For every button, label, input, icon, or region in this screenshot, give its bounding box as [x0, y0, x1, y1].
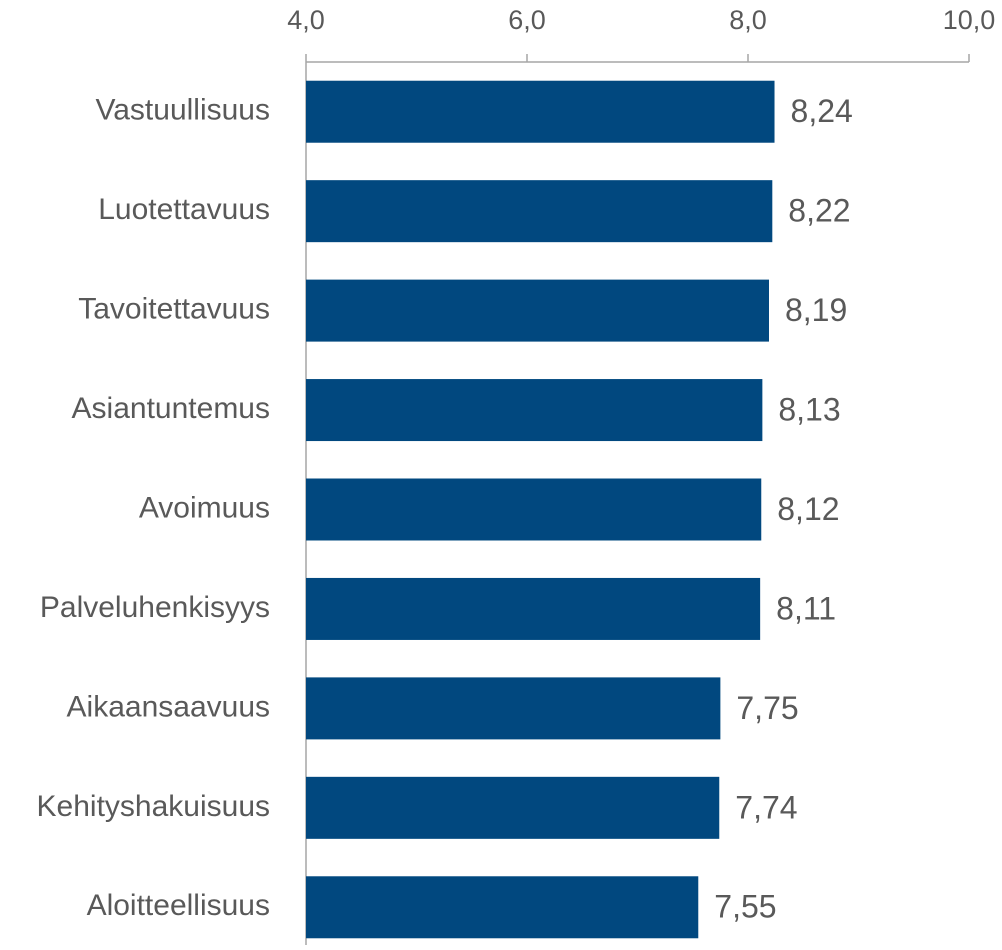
value-label: 8,19	[785, 292, 847, 328]
value-label: 8,12	[777, 491, 839, 527]
bar	[306, 80, 775, 143]
bar	[306, 677, 721, 740]
value-label: 7,55	[714, 889, 776, 925]
bar	[306, 379, 763, 442]
y-tick-label: Palveluhenkisyys	[40, 591, 270, 624]
bar	[306, 776, 720, 839]
value-label: 8,22	[788, 193, 850, 229]
y-tick-label: Kehityshakuisuus	[37, 790, 270, 823]
bar	[306, 478, 762, 541]
bar	[306, 876, 699, 939]
y-tick-label: Tavoitettavuus	[78, 293, 270, 326]
x-tick-label: 4,0	[287, 5, 325, 35]
y-tick-label: Aloitteellisuus	[87, 889, 270, 922]
bar	[306, 279, 769, 342]
bar	[306, 180, 773, 243]
bar	[306, 577, 761, 640]
value-label: 7,75	[736, 690, 798, 726]
y-tick-label: Aikaansaavuus	[67, 690, 270, 723]
value-label: 8,24	[791, 93, 853, 129]
x-tick-label: 10,0	[943, 5, 996, 35]
y-tick-label: Vastuullisuus	[95, 94, 270, 127]
y-tick-label: Luotettavuus	[98, 193, 270, 226]
value-label: 8,11	[776, 590, 836, 626]
value-label: 7,74	[735, 789, 797, 825]
value-label: 8,13	[778, 392, 840, 428]
y-tick-label: Avoimuus	[139, 491, 270, 524]
y-tick-label: Asiantuntemus	[72, 392, 270, 425]
x-tick-label: 6,0	[508, 5, 546, 35]
x-tick-label: 8,0	[729, 5, 767, 35]
